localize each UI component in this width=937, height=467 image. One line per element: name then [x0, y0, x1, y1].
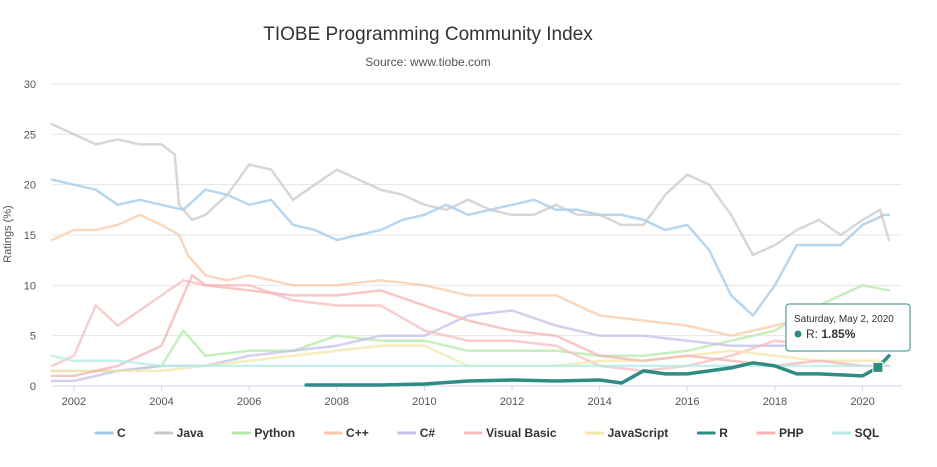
y-tick-label: 15 — [24, 230, 36, 242]
x-tick-labels: 2002 2004 2006 2008 2010 2012 2014 2016 2018 2020 — [62, 386, 875, 408]
legend-label-java[interactable]: Java — [177, 426, 204, 440]
x-tick-label: 2004 — [149, 396, 173, 408]
legend-label-c-[interactable]: C++ — [346, 426, 369, 440]
series-line-php — [50, 274, 891, 378]
tooltip-date: Saturday, May 2, 2020 — [794, 314, 894, 325]
highlighted-point — [872, 361, 884, 373]
legend-label-javascript[interactable]: JavaScript — [608, 426, 669, 440]
tooltip-value: 1.85% — [821, 327, 855, 341]
x-tick-label: 2012 — [500, 396, 524, 408]
y-tick-label: 25 — [24, 129, 36, 141]
y-tick-label: 0 — [30, 381, 36, 393]
legend-label-visual-basic[interactable]: Visual Basic — [486, 426, 557, 440]
legend-label-r[interactable]: R — [719, 426, 728, 440]
tooltip-box — [785, 303, 911, 352]
legend-label-c-[interactable]: C# — [420, 426, 436, 440]
x-tick-label: 2018 — [763, 396, 787, 408]
series-line-java — [50, 123, 891, 257]
series-line-r — [304, 354, 891, 387]
y-tick-labels: 0 5 10 15 20 25 30 — [24, 79, 36, 393]
chart-subtitle: Source: www.tiobe.com — [365, 55, 490, 69]
tooltip-series-label: R: — [806, 327, 818, 341]
grid-lines — [52, 83, 902, 387]
x-tick-label: 2020 — [850, 396, 874, 408]
y-tick-label: 10 — [24, 280, 36, 292]
legend-label-c[interactable]: C — [117, 426, 126, 440]
y-tick-label: 30 — [24, 79, 36, 91]
x-tick-label: 2006 — [237, 396, 261, 408]
x-tick-label: 2014 — [587, 396, 611, 408]
x-tick-label: 2002 — [62, 396, 86, 408]
x-tick-label: 2016 — [675, 396, 699, 408]
legend-label-python[interactable]: Python — [254, 426, 295, 440]
y-tick-label: 20 — [24, 180, 36, 192]
tooltip: Saturday, May 2, 2020 R: 1.85% — [785, 303, 911, 352]
series-layer — [50, 123, 891, 387]
legend-label-php[interactable]: PHP — [779, 426, 804, 440]
legend: C Java Python C++ C# Visual Basic JavaScript R P… — [94, 426, 880, 440]
chart-title: TIOBE Programming Community Index — [263, 24, 593, 45]
series-line-c — [50, 178, 891, 317]
tooltip-series-dot — [794, 330, 802, 338]
series-line-c- — [50, 213, 891, 337]
x-tick-label: 2010 — [412, 396, 436, 408]
series-line-python — [50, 284, 891, 373]
series-line-sql — [50, 354, 891, 368]
y-axis-label: Ratings (%) — [2, 205, 14, 262]
y-tick-label: 5 — [30, 331, 36, 343]
legend-label-sql[interactable]: SQL — [855, 426, 880, 440]
series-line-visual-basic — [50, 279, 891, 373]
x-tick-label: 2008 — [325, 396, 349, 408]
svg-text:R: 1.85%: R: 1.85% — [806, 327, 856, 341]
